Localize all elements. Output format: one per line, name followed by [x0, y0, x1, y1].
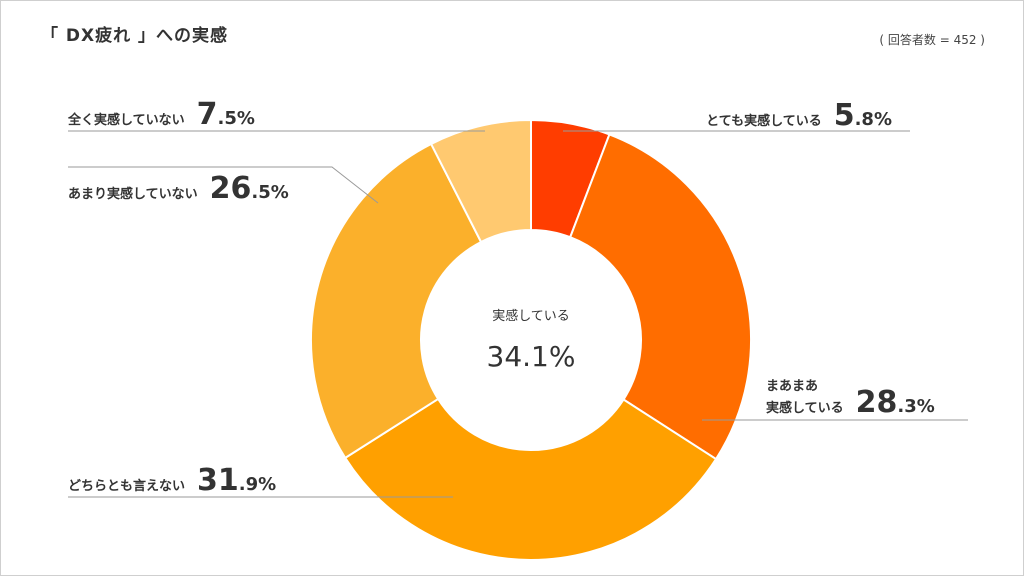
slice-label-text: あまり実感していない 26.5%: [68, 171, 289, 206]
donut-slice-3: [343, 397, 718, 561]
slice-value-int: 26: [210, 171, 252, 206]
slice-category: どちらとも言えない: [68, 478, 185, 494]
leader-line-4: [68, 166, 379, 204]
slice-label-3: どちらとも言えない 31.9%: [68, 463, 276, 498]
slice-label-5: 全く実感していない 7.5%: [67, 97, 255, 132]
slice-label-text: とても実感している 5.8%: [706, 98, 892, 133]
slice-value-dec: .5%: [251, 182, 288, 203]
slice-label-text: どちらとも言えない 31.9%: [68, 463, 276, 498]
donut-slice-2: [568, 133, 752, 461]
slice-label-text: 全く実感していない 7.5%: [67, 97, 255, 132]
center-label: 実感している: [492, 308, 570, 324]
donut-slice-5: [429, 118, 532, 244]
slice-category: とても実感している: [706, 113, 822, 129]
slice-category: 実感している: [766, 400, 844, 416]
slice-value-dec: .8%: [855, 109, 892, 130]
slice-value-int: 28: [856, 385, 898, 420]
slice-category: 全く実感していない: [67, 112, 185, 128]
slice-value-int: 7: [197, 97, 218, 132]
slice-label-text: 実感している 28.3%: [766, 385, 935, 420]
slice-category-line: まあまあ: [766, 379, 818, 394]
slice-value-int: 5: [834, 98, 855, 133]
slice-value-dec: .5%: [218, 108, 255, 129]
slice-value-dec: .9%: [239, 474, 276, 495]
donut-slice-4: [310, 142, 483, 460]
slice-label-1: とても実感している 5.8%: [706, 98, 892, 133]
respondent-count: ( 回答者数 = 452 ): [879, 33, 985, 47]
slice-label-4: あまり実感していない 26.5%: [68, 171, 289, 206]
chart-title: 「 DX疲れ 」への実感: [41, 26, 229, 46]
center-value: 34.1%: [487, 340, 576, 373]
slice-value-dec: .3%: [897, 396, 934, 417]
slice-value-int: 31: [197, 463, 239, 498]
slice-category: あまり実感していない: [68, 186, 198, 202]
